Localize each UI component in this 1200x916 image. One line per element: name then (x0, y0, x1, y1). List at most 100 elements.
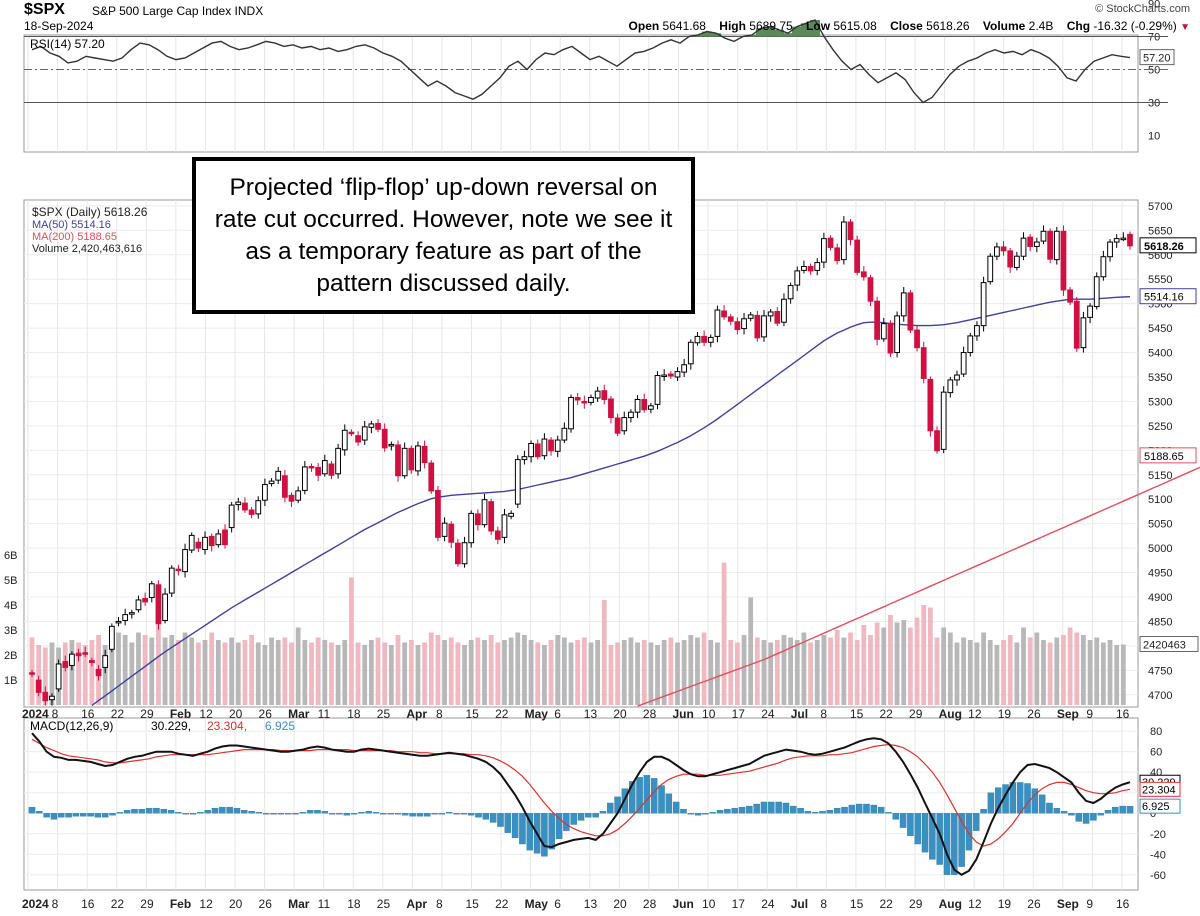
volume-bar (515, 632, 521, 705)
close-label: Close (890, 19, 923, 33)
volume-bar (927, 607, 933, 705)
volume-bar (482, 640, 487, 705)
price-x-tick-label: 8 (52, 707, 59, 721)
candle-body (1067, 289, 1073, 303)
down-arrow-icon: ▼ (1180, 22, 1190, 33)
price-x-tick-label: 6 (554, 707, 561, 721)
candle-body (488, 501, 495, 532)
price-tick-label: 5450 (1148, 323, 1172, 335)
price-tick-label: 5700 (1148, 201, 1172, 213)
candle-body (1000, 246, 1007, 252)
volume-bar (588, 642, 594, 705)
candle-body (701, 335, 707, 343)
candle-body (335, 447, 341, 475)
macd-histogram-bar (101, 813, 109, 818)
ma200-badge-value: 5188.65 (1144, 451, 1184, 463)
macd-histogram-bar (453, 813, 460, 815)
volume-bar (382, 642, 388, 705)
candle-body (534, 443, 541, 458)
macd-histogram-bar (167, 810, 175, 814)
volume-bar (162, 637, 168, 705)
volume-bar (854, 640, 860, 705)
price-x-tick-label: 20 (613, 707, 627, 721)
macd-histogram-bar (746, 805, 753, 814)
volume-bar (921, 605, 927, 705)
candle-body (727, 316, 734, 322)
candle-body (368, 423, 375, 428)
price-x-tick-label: 26 (259, 707, 273, 721)
macd-histogram-bar (467, 813, 475, 816)
volume-bar (881, 627, 887, 705)
macd-histogram-bar (1053, 807, 1061, 814)
price-x-tick-label: 20 (229, 707, 243, 721)
price-x-tick-label: 8 (436, 707, 443, 721)
price-tick-label: 5350 (1148, 372, 1172, 384)
macd-histogram-bar (833, 807, 841, 814)
volume-bar (828, 637, 833, 705)
price-tick-label: 5300 (1148, 396, 1172, 408)
volume-label: Volume (982, 19, 1026, 33)
price-x-tick-label: Jun (672, 707, 693, 721)
chart-date: 18-Sep-2024 (24, 19, 94, 33)
volume-bar (522, 635, 527, 705)
candle-body (328, 463, 335, 476)
macd-x-tick-label: 15 (466, 897, 480, 911)
volume-bar (176, 640, 181, 705)
volume-bar (768, 642, 774, 705)
volume-bar (794, 640, 800, 705)
volume-bar (1061, 635, 1066, 705)
low-value: 5615.08 (833, 19, 877, 33)
macd-histogram-bar (123, 810, 131, 814)
candle-body (867, 277, 874, 302)
macd-histogram-bar (694, 813, 702, 816)
macd-histogram-bar (145, 807, 153, 814)
hist-badge (1139, 798, 1181, 814)
candle-body (182, 549, 188, 573)
macd-histogram-bar (219, 806, 226, 814)
candle-body (95, 668, 102, 677)
macd-histogram-bar (555, 813, 563, 840)
volume-bar (369, 640, 374, 705)
macd-histogram-bar (138, 808, 146, 814)
candle-body (308, 465, 315, 469)
volume-bar (222, 642, 228, 705)
candle-body (561, 427, 568, 441)
volume-bar (848, 632, 853, 705)
volume-bar (262, 645, 268, 705)
volume-bar (402, 642, 408, 705)
macd-histogram-bar (116, 812, 124, 814)
candle-body (1120, 237, 1127, 241)
macd-histogram-bar (36, 811, 43, 814)
macd-histogram-bar (1090, 813, 1097, 821)
price-x-tick-label: 22 (879, 707, 893, 721)
volume-bar (608, 645, 614, 705)
candle-body (375, 422, 381, 430)
macd-histogram-bar (914, 813, 921, 845)
last-close-badge-value: 5618.26 (1144, 241, 1184, 253)
macd-x-tick-label: 20 (613, 897, 627, 911)
candle-body (827, 237, 834, 248)
candle-body (248, 509, 255, 515)
volume-bar (741, 635, 747, 705)
macd-histogram-bar (197, 812, 204, 814)
volume-bar (1074, 632, 1080, 705)
macd-x-tick-label: 8 (52, 897, 59, 911)
price-x-tick-label: 13 (584, 707, 598, 721)
volume-bar (42, 647, 48, 705)
candle-body (1033, 241, 1040, 247)
volume-bar (914, 617, 920, 705)
macd-histogram-bar (475, 813, 482, 818)
macd-histogram-bar (482, 813, 490, 820)
candle-body (255, 500, 262, 515)
macd-histogram-bar (1097, 813, 1104, 816)
ohlc-readout: Open 5641.68 High 5689.75 Low 5615.08 Cl… (629, 19, 1190, 33)
volume-bar (595, 640, 601, 705)
macd-histogram-bar (841, 806, 848, 814)
macd-histogram-bar (987, 792, 995, 814)
volume-bar (1067, 627, 1073, 705)
candle-body (108, 625, 115, 650)
macd-histogram-bar (958, 813, 965, 867)
volume-bar (249, 635, 254, 705)
macd-x-tick-label: Apr (406, 897, 427, 911)
